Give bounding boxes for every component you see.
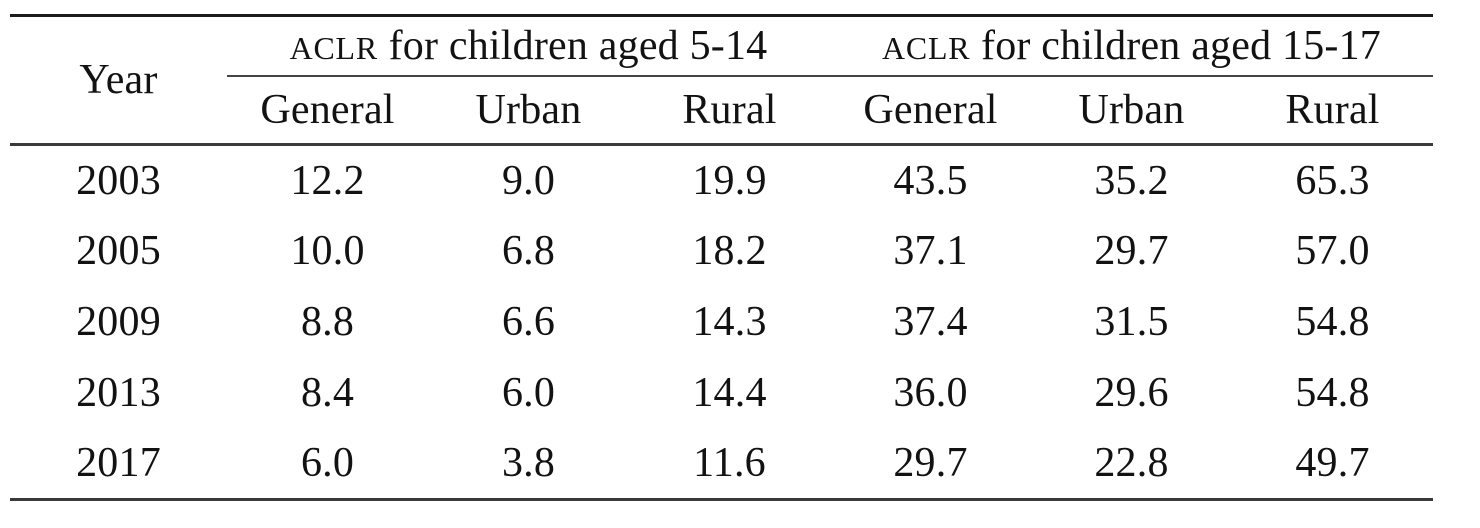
- value-cell: 6.8: [501, 228, 556, 274]
- value-cell: 65.3: [1295, 157, 1370, 204]
- group-header-text: for children aged 5-14: [377, 22, 768, 69]
- value-cell: 57.0: [1295, 228, 1370, 274]
- column-header-rural-5-14: Rural: [629, 75, 830, 146]
- value-cell: 14.3: [692, 299, 767, 345]
- group-header-row: Year ACLR for children aged 5-14 ACLR fo…: [10, 15, 1434, 146]
- year-column-header: Year: [10, 15, 227, 146]
- value-cell: 37.4: [893, 299, 968, 345]
- table-row: 2013 8.4 6.0 14.4 36.0 29.6 54.8: [10, 358, 1433, 429]
- group-header-aged-5-14: ACLR for children aged 5-14: [227, 15, 830, 77]
- year-cell: 2005: [76, 228, 161, 274]
- value-cell: 10.0: [290, 228, 365, 274]
- value-cell: 14.4: [692, 370, 767, 416]
- aclr-data-table: Year ACLR for children aged 5-14 ACLR fo…: [10, 14, 1434, 501]
- value-cell: 35.2: [1094, 157, 1169, 204]
- value-cell: 19.9: [692, 157, 767, 204]
- table-row: 2005 10.0 6.8 18.2 37.1 29.7 57.0: [10, 216, 1433, 287]
- value-cell: 22.8: [1094, 440, 1169, 487]
- value-cell: 31.5: [1094, 299, 1169, 345]
- table-row: 2009 8.8 6.6 14.3 37.4 31.5 54.8: [10, 287, 1433, 358]
- year-cell: 2003: [76, 157, 161, 204]
- column-header-general-15-17: General: [830, 75, 1031, 146]
- table-row: 2017 6.0 3.8 11.6 29.7 22.8 49.7: [10, 429, 1433, 500]
- sub-header-row: General Urban Rural General Urban Rural: [10, 75, 1434, 146]
- value-cell: 54.8: [1295, 299, 1370, 345]
- year-cell: 2017: [76, 440, 161, 487]
- value-cell: 6.0: [501, 370, 556, 416]
- value-cell: 6.6: [501, 299, 556, 345]
- column-header-urban-5-14: Urban: [428, 75, 629, 146]
- value-cell: 36.0: [893, 370, 968, 416]
- group-header-aged-15-17: ACLR for children aged 15-17: [830, 15, 1434, 77]
- value-cell: 8.8: [300, 299, 355, 345]
- value-cell: 12.2: [290, 157, 365, 204]
- aclr-acronym: ACLR: [882, 30, 971, 66]
- year-cell: 2013: [76, 370, 161, 416]
- value-cell: 9.0: [501, 157, 556, 204]
- value-cell: 3.8: [501, 440, 556, 487]
- value-cell: 54.8: [1295, 370, 1370, 416]
- value-cell: 29.7: [893, 440, 968, 487]
- column-header-urban-15-17: Urban: [1031, 75, 1232, 146]
- value-cell: 29.7: [1094, 228, 1169, 274]
- value-cell: 29.6: [1094, 370, 1169, 416]
- value-cell: 6.0: [300, 440, 355, 487]
- value-cell: 49.7: [1295, 440, 1370, 487]
- column-header-rural-15-17: Rural: [1232, 75, 1434, 146]
- value-cell: 11.6: [693, 440, 766, 487]
- value-cell: 37.1: [893, 228, 968, 274]
- value-cell: 43.5: [893, 157, 968, 204]
- value-cell: 8.4: [300, 370, 355, 416]
- column-header-general-5-14: General: [227, 75, 428, 146]
- group-header-text: for children aged 15-17: [970, 22, 1381, 69]
- table-row: 2003 12.2 9.0 19.9 43.5 35.2 65.3: [10, 145, 1433, 216]
- aclr-acronym: ACLR: [289, 30, 378, 66]
- year-cell: 2009: [76, 299, 161, 345]
- value-cell: 18.2: [692, 228, 767, 274]
